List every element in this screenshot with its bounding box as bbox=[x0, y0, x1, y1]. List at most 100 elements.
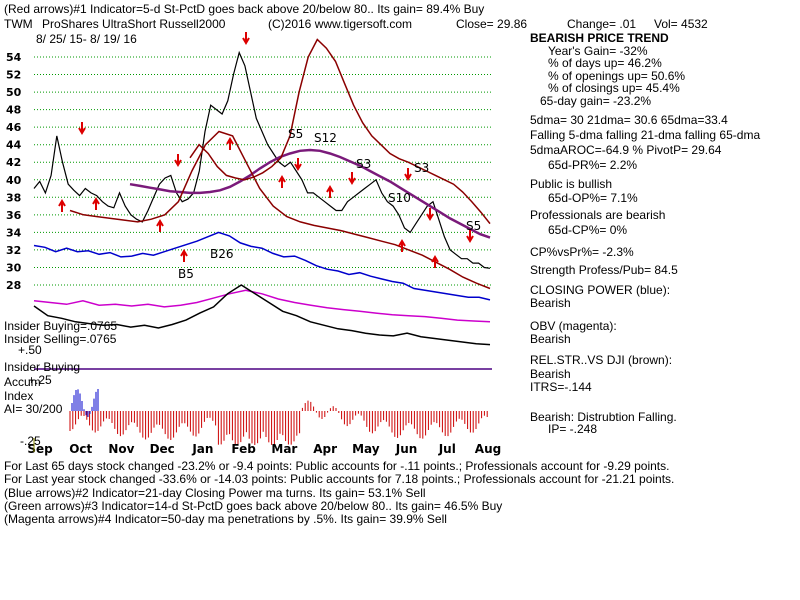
footer-65day: For Last 65 days stock changed -23.2% or… bbox=[4, 459, 670, 473]
cp-vs-pr: CP%vsPr%= -2.3% bbox=[530, 245, 634, 259]
close-price: Close= 29.86 bbox=[456, 17, 528, 31]
distribution-status: Bearish: Distrubtion Falling. bbox=[530, 410, 677, 424]
accum-label: Accum bbox=[4, 375, 41, 389]
y-tick-label: 30 bbox=[6, 261, 22, 274]
up-arrow bbox=[156, 219, 164, 232]
y-tick-label: 46 bbox=[6, 121, 22, 134]
ai-label: AI= 30/200 bbox=[4, 402, 63, 416]
y-tick-label: 32 bbox=[6, 244, 21, 257]
days-up: % of days up= 46.2% bbox=[548, 56, 662, 70]
signal-label: S3 bbox=[356, 157, 371, 171]
footer-green-arrows: (Green arrows)#3 Indicator=14-d St-PctD … bbox=[4, 499, 503, 513]
insider-buying-label: Insider Buying=.0765 bbox=[4, 319, 118, 333]
y-tick-label: 42 bbox=[6, 156, 21, 169]
down-arrow bbox=[242, 32, 250, 45]
ip-value: IP= -.248 bbox=[548, 422, 598, 436]
x-month-label: Dec bbox=[150, 442, 175, 456]
years-gain: Year's Gain= -32% bbox=[548, 44, 648, 58]
price-change: Change= .01 bbox=[567, 17, 637, 31]
down-arrow bbox=[174, 154, 182, 167]
obv-line bbox=[33, 289, 491, 323]
x-month-label: Oct bbox=[69, 442, 92, 456]
relstr-line bbox=[33, 284, 491, 346]
down-arrow bbox=[466, 230, 474, 243]
down-arrow bbox=[404, 168, 412, 181]
y-tick-label: 36 bbox=[6, 209, 22, 222]
y-axis-ticks: 54 52 50 48 46 44 42 40 38 36 34 32 30 28 bbox=[6, 51, 22, 292]
op-65d: 65d-OP%= 7.1% bbox=[548, 191, 638, 205]
volume: Vol= 4532 bbox=[654, 17, 708, 31]
plus-50-label: +.50 bbox=[18, 343, 42, 357]
y-tick-label: 34 bbox=[6, 226, 22, 239]
up-arrow bbox=[326, 185, 334, 198]
y-tick-label: 44 bbox=[6, 139, 22, 152]
up-arrow bbox=[226, 137, 234, 150]
x-month-label: Nov bbox=[108, 442, 134, 456]
up-arrow bbox=[278, 175, 286, 188]
signal-label: S12 bbox=[314, 131, 337, 145]
obv-value: Bearish bbox=[530, 332, 571, 346]
insider-selling-label: Insider Selling=.0765 bbox=[4, 332, 117, 346]
grid-lines bbox=[34, 56, 492, 286]
signal-label: B5 bbox=[178, 267, 194, 281]
gain-65day: 65-day gain= -23.2% bbox=[540, 94, 652, 108]
falling-dma: Falling 5-dma falling 21-dma falling 65-… bbox=[530, 128, 761, 142]
cp-65d: 65d-CP%= 0% bbox=[548, 223, 628, 237]
down-arrow bbox=[426, 208, 434, 221]
copyright: (C)2016 www.tigersoft.com bbox=[268, 17, 413, 31]
minus-25-label: -.25 bbox=[20, 434, 41, 448]
y-tick-label: 38 bbox=[6, 191, 21, 204]
accum-index-histogram bbox=[69, 389, 488, 445]
footer-year: For Last year stock changed -33.6% or -1… bbox=[4, 472, 675, 486]
signal-label: S10 bbox=[388, 191, 411, 205]
upper-band-line bbox=[189, 38, 491, 225]
public-status: Public is bullish bbox=[530, 177, 613, 191]
y-tick-label: 52 bbox=[6, 69, 21, 82]
x-month-label: Feb bbox=[231, 442, 256, 456]
signal-label: S3 bbox=[414, 161, 429, 175]
ticker-symbol: TWM bbox=[4, 17, 33, 31]
signal-label: S5 bbox=[466, 219, 481, 233]
y-tick-label: 48 bbox=[6, 104, 21, 117]
index-label: Index bbox=[4, 389, 34, 403]
signal-label: B26 bbox=[210, 247, 234, 261]
up-arrow bbox=[180, 249, 188, 262]
pr-65d: 65d-PR%= 2.2% bbox=[548, 158, 638, 172]
x-axis-months: Sep Oct Nov Dec Jan Feb Mar Apr May Jun Jul Aug bbox=[27, 442, 501, 456]
fund-name: ProShares UltraShort Russell2000 bbox=[42, 17, 226, 31]
relstr-value: Bearish bbox=[530, 367, 571, 381]
trend-title: BEARISH PRICE TREND bbox=[530, 31, 669, 45]
closing-power-title: CLOSING POWER (blue): bbox=[530, 283, 671, 297]
signal-arrows bbox=[58, 32, 474, 268]
x-month-label: Jun bbox=[395, 442, 418, 456]
x-month-label: Aug bbox=[475, 442, 501, 456]
relstr-title: REL.STR..VS DJI (brown): bbox=[530, 353, 673, 367]
footer-blue-arrows: (Blue arrows)#2 Indicator=21-day Closing… bbox=[4, 486, 426, 500]
lower-band-line bbox=[69, 130, 491, 290]
closing-power-line bbox=[33, 231, 491, 301]
footer-magenta-arrows: (Magenta arrows)#4 Indicator=50-day ma p… bbox=[4, 512, 447, 526]
x-month-label: Jul bbox=[438, 442, 456, 456]
y-tick-label: 50 bbox=[6, 86, 22, 99]
itrs-value: ITRS=-.144 bbox=[530, 380, 592, 394]
price-line bbox=[33, 50, 491, 269]
signal-annotations: S5 S12 S3 S3 S10 S5 B5 B26 bbox=[178, 127, 481, 281]
signal-label: S5 bbox=[288, 127, 303, 141]
dma-values: 5dma= 30 21dma= 30.6 65dma=33.4 bbox=[530, 113, 728, 127]
header-indicator-line: (Red arrows)#1 Indicator=5-d St-PctD goe… bbox=[4, 2, 485, 16]
date-range: 8/ 25/ 15- 8/ 19/ 16 bbox=[36, 32, 137, 46]
up-arrow bbox=[398, 239, 406, 252]
closings-up: % of closings up= 45.4% bbox=[548, 81, 680, 95]
closing-power-value: Bearish bbox=[530, 296, 571, 310]
y-tick-label: 54 bbox=[6, 51, 22, 64]
down-arrow bbox=[348, 172, 356, 185]
insider-buying-title: Insider Buying bbox=[4, 360, 81, 374]
chart-series bbox=[33, 38, 491, 346]
down-arrow bbox=[78, 122, 86, 135]
y-tick-label: 28 bbox=[6, 279, 21, 292]
professionals-status: Professionals are bearish bbox=[530, 208, 666, 222]
x-month-label: Jan bbox=[191, 442, 213, 456]
up-arrow bbox=[92, 197, 100, 210]
up-arrow bbox=[58, 199, 66, 212]
